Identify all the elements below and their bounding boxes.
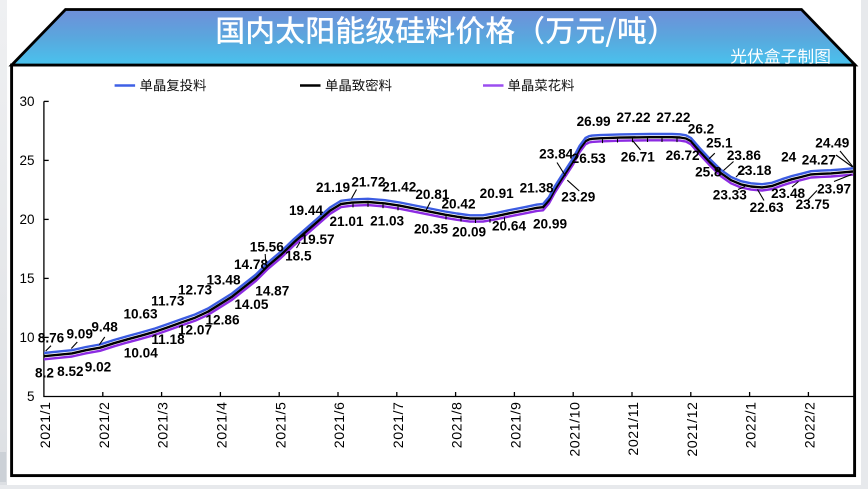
svg-text:20: 20 (19, 212, 34, 227)
svg-text:8.52: 8.52 (57, 364, 84, 379)
svg-text:26.2: 26.2 (688, 121, 715, 136)
svg-text:25: 25 (19, 153, 34, 168)
svg-text:23.75: 23.75 (796, 197, 830, 212)
svg-text:13.48: 13.48 (206, 273, 240, 288)
svg-text:15: 15 (19, 271, 34, 286)
svg-text:15.56: 15.56 (250, 240, 284, 255)
svg-text:19.57: 19.57 (301, 232, 335, 247)
svg-text:26.71: 26.71 (621, 150, 655, 165)
svg-text:2021/1: 2021/1 (38, 402, 54, 449)
svg-text:20.99: 20.99 (533, 217, 567, 232)
svg-text:2021/2: 2021/2 (97, 402, 113, 449)
svg-text:20.42: 20.42 (441, 197, 475, 212)
svg-text:21.03: 21.03 (370, 214, 404, 229)
svg-text:2022/2: 2022/2 (803, 402, 819, 449)
svg-text:23.97: 23.97 (817, 182, 851, 197)
svg-text:25.1: 25.1 (706, 136, 733, 151)
svg-text:2021/7: 2021/7 (391, 402, 407, 449)
svg-text:26.99: 26.99 (577, 114, 611, 129)
svg-text:19.44: 19.44 (289, 203, 323, 218)
svg-text:23.84: 23.84 (539, 147, 573, 162)
svg-text:5: 5 (27, 389, 35, 404)
svg-text:23.33: 23.33 (713, 188, 747, 203)
svg-text:10.04: 10.04 (124, 346, 158, 361)
svg-text:21.01: 21.01 (329, 214, 363, 229)
svg-text:11.18: 11.18 (151, 332, 185, 347)
svg-text:14.87: 14.87 (255, 284, 289, 299)
svg-text:21.19: 21.19 (316, 180, 350, 195)
svg-text:8.76: 8.76 (38, 331, 65, 346)
svg-text:26.72: 26.72 (666, 148, 700, 163)
svg-text:25.8: 25.8 (695, 164, 722, 179)
svg-text:20.64: 20.64 (492, 218, 526, 233)
svg-text:20.91: 20.91 (480, 186, 514, 201)
svg-text:21.38: 21.38 (520, 180, 554, 195)
svg-text:30: 30 (19, 94, 34, 109)
svg-text:2021/12: 2021/12 (685, 402, 701, 457)
svg-text:22.63: 22.63 (750, 200, 784, 215)
svg-text:10.63: 10.63 (123, 307, 157, 322)
svg-text:2021/11: 2021/11 (626, 402, 642, 456)
svg-text:8.2: 8.2 (35, 366, 54, 381)
svg-text:23.86: 23.86 (727, 148, 761, 163)
svg-text:20.09: 20.09 (452, 225, 486, 240)
svg-text:2021/4: 2021/4 (215, 402, 231, 449)
svg-text:2021/9: 2021/9 (509, 402, 525, 449)
svg-text:21.72: 21.72 (351, 175, 385, 190)
svg-text:12.73: 12.73 (178, 283, 212, 298)
svg-text:10: 10 (19, 330, 34, 345)
svg-text:2022/1: 2022/1 (744, 402, 760, 449)
svg-text:26.53: 26.53 (572, 151, 606, 166)
svg-text:2021/8: 2021/8 (450, 402, 466, 449)
svg-text:27.22: 27.22 (616, 110, 650, 125)
svg-text:18.5: 18.5 (285, 248, 312, 263)
svg-text:23.18: 23.18 (737, 163, 771, 178)
svg-text:23.29: 23.29 (561, 190, 595, 205)
svg-text:14.78: 14.78 (234, 257, 268, 272)
svg-text:24.49: 24.49 (815, 136, 849, 151)
svg-text:21.42: 21.42 (382, 179, 416, 194)
svg-text:9.48: 9.48 (91, 320, 118, 335)
svg-text:2021/6: 2021/6 (332, 402, 348, 449)
svg-text:27.22: 27.22 (656, 110, 690, 125)
svg-text:2021/10: 2021/10 (567, 402, 583, 457)
svg-text:24.27: 24.27 (802, 153, 836, 168)
svg-text:2021/5: 2021/5 (273, 402, 289, 449)
svg-text:12.07: 12.07 (178, 322, 212, 337)
svg-text:11.73: 11.73 (151, 294, 185, 309)
svg-text:24: 24 (781, 150, 797, 165)
svg-text:9.09: 9.09 (66, 327, 93, 342)
svg-text:20.35: 20.35 (414, 221, 448, 236)
svg-text:12.86: 12.86 (205, 313, 239, 328)
svg-text:2021/3: 2021/3 (156, 402, 172, 449)
svg-text:20.81: 20.81 (415, 187, 449, 202)
svg-text:23.48: 23.48 (771, 186, 805, 201)
svg-text:14.05: 14.05 (234, 297, 268, 312)
svg-text:9.02: 9.02 (85, 359, 112, 374)
